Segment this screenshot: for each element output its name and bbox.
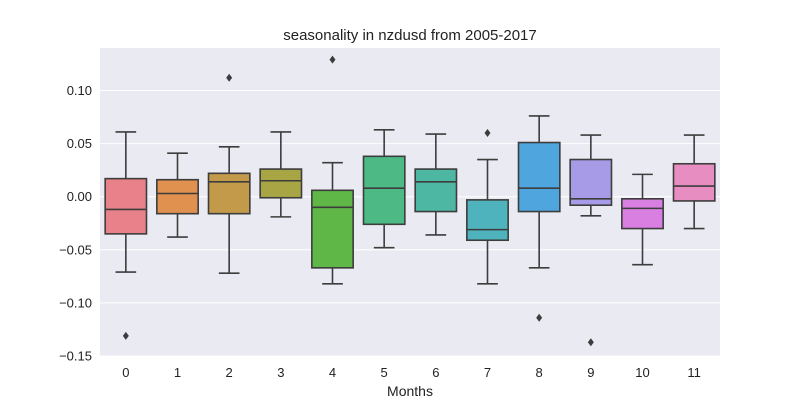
x-tick-label: 0	[122, 365, 129, 380]
x-tick-label: 3	[277, 365, 284, 380]
box-month-11	[672, 134, 716, 230]
box-month-3	[259, 131, 303, 218]
box-month-4	[311, 55, 354, 285]
x-tick-label: 4	[329, 365, 336, 380]
x-tick-label: 2	[226, 365, 233, 380]
x-tick-label: 6	[432, 365, 439, 380]
iqr-box	[672, 162, 716, 202]
x-tick-label: 11	[687, 365, 701, 380]
iqr-box	[621, 198, 664, 230]
y-axis: −0.15 −0.10 −0.05 0.00 0.05 0.10	[59, 83, 92, 364]
box-month-10	[621, 173, 664, 266]
outlier-point	[587, 338, 594, 347]
box-month-6	[414, 133, 458, 236]
x-tick-label: 5	[381, 365, 388, 380]
box-month-9	[569, 134, 613, 347]
box-month-5	[362, 128, 406, 249]
iqr-box	[466, 199, 509, 242]
outlier-point	[122, 331, 129, 340]
x-tick-label: 8	[536, 365, 543, 380]
plot-area	[100, 48, 720, 356]
chart-title: seasonality in nzdusd from 2005-2017	[283, 27, 537, 44]
outlier-point	[329, 55, 336, 64]
outlier-point	[226, 73, 233, 82]
grid-lines	[100, 89, 720, 357]
x-tick-label: 10	[635, 365, 649, 380]
outlier-point	[536, 313, 543, 322]
outlier-point	[484, 128, 491, 137]
y-tick-label: −0.15	[59, 349, 92, 364]
iqr-box	[104, 177, 148, 235]
iqr-box	[362, 155, 406, 226]
y-tick-label: −0.10	[59, 295, 92, 310]
y-tick-label: 0.00	[67, 189, 92, 204]
box-month-0	[104, 131, 148, 340]
iqr-box	[259, 168, 303, 199]
box-month-7	[466, 128, 509, 285]
y-tick-label: 0.05	[67, 136, 92, 151]
box-month-2	[207, 73, 251, 274]
x-tick-label: 9	[587, 365, 594, 380]
iqr-box	[156, 178, 199, 215]
boxes	[104, 55, 716, 347]
box-month-8	[517, 115, 561, 322]
iqr-box	[311, 189, 354, 269]
iqr-box	[207, 172, 251, 215]
x-axis: 0 1 2 3 4 5 6 7 8 9 10 11	[122, 365, 701, 380]
x-tick-label: 1	[174, 365, 181, 380]
iqr-box	[414, 168, 458, 213]
iqr-box	[569, 158, 613, 206]
x-axis-label: Months	[387, 383, 433, 399]
y-tick-label: −0.05	[59, 242, 92, 257]
box-month-1	[156, 152, 199, 238]
y-tick-label: 0.10	[67, 83, 92, 98]
x-tick-label: 7	[484, 365, 491, 380]
iqr-box	[517, 141, 561, 213]
